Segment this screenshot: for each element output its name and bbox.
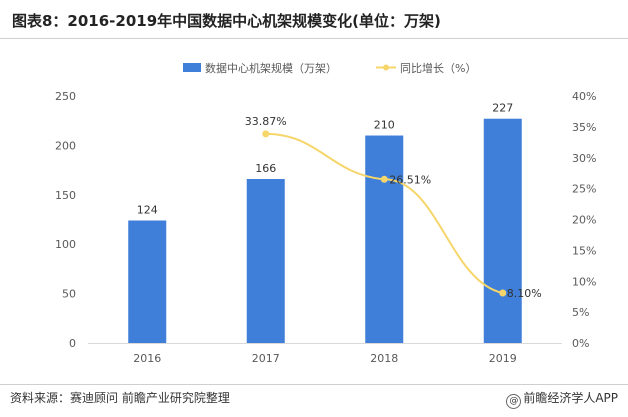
- brand-label: 前瞻经济学人APP: [523, 391, 618, 405]
- chart: 数据中心机架规模（万架） 同比增长（%） 0 50 100 150 200 250 0% 5% 10…: [55, 61, 596, 365]
- growth-point: [262, 130, 270, 138]
- y-left-tick-label: 200: [55, 139, 76, 152]
- bar: [128, 220, 167, 343]
- brand-credit: @ 前瞻经济学人APP: [506, 389, 618, 409]
- y-right-tick-label: 40%: [572, 90, 596, 103]
- y-right-tick-label: 35%: [572, 121, 596, 134]
- growth-value-label: 33.87%: [245, 115, 287, 128]
- legend-line-marker: [383, 64, 389, 71]
- bar: [246, 178, 285, 343]
- growth-point: [499, 289, 507, 297]
- y-right-tick-label: 20%: [572, 214, 596, 227]
- y-left-tick-label: 150: [55, 189, 76, 202]
- bar: [483, 118, 522, 343]
- x-tick-label: 2018: [370, 352, 398, 365]
- legend-bar-label: 数据中心机架规模（万架）: [205, 61, 337, 75]
- x-tick-label: 2019: [489, 352, 517, 365]
- y-right-tick-label: 25%: [572, 183, 596, 196]
- y-right-tick-label: 15%: [572, 244, 596, 257]
- chart-title: 图表8：2016-2019年中国数据中心机架规模变化(单位：万架): [12, 12, 441, 30]
- y-right-tick-label: 0%: [572, 337, 589, 350]
- y-left-tick-label: 100: [55, 238, 76, 251]
- footer-divider: [0, 384, 628, 385]
- y-right-tick-label: 5%: [572, 306, 589, 319]
- y-left-tick-label: 0: [69, 337, 76, 350]
- x-tick-label: 2016: [133, 352, 161, 365]
- x-tick-label: 2017: [252, 352, 280, 365]
- bar-value-label: 124: [137, 203, 158, 216]
- bar-value-label: 227: [492, 102, 513, 115]
- growth-value-label: 8.10%: [507, 287, 542, 300]
- legend-line-label: 同比增长（%）: [400, 61, 476, 75]
- y-left-tick-label: 250: [55, 90, 76, 103]
- growth-value-label: 26.51%: [389, 173, 431, 186]
- y-left-tick-label: 50: [62, 288, 76, 301]
- at-icon: @: [506, 394, 522, 409]
- growth-point: [380, 175, 388, 183]
- source-note: 资料来源：赛迪顾问 前瞻产业研究院整理: [10, 391, 230, 405]
- title-divider: [0, 38, 628, 39]
- bar-value-label: 166: [255, 162, 276, 175]
- legend-bar-swatch: [183, 63, 201, 72]
- y-right-tick-label: 30%: [572, 152, 596, 165]
- y-right-tick-label: 10%: [572, 275, 596, 288]
- bar-value-label: 210: [374, 119, 395, 132]
- bar: [365, 135, 404, 343]
